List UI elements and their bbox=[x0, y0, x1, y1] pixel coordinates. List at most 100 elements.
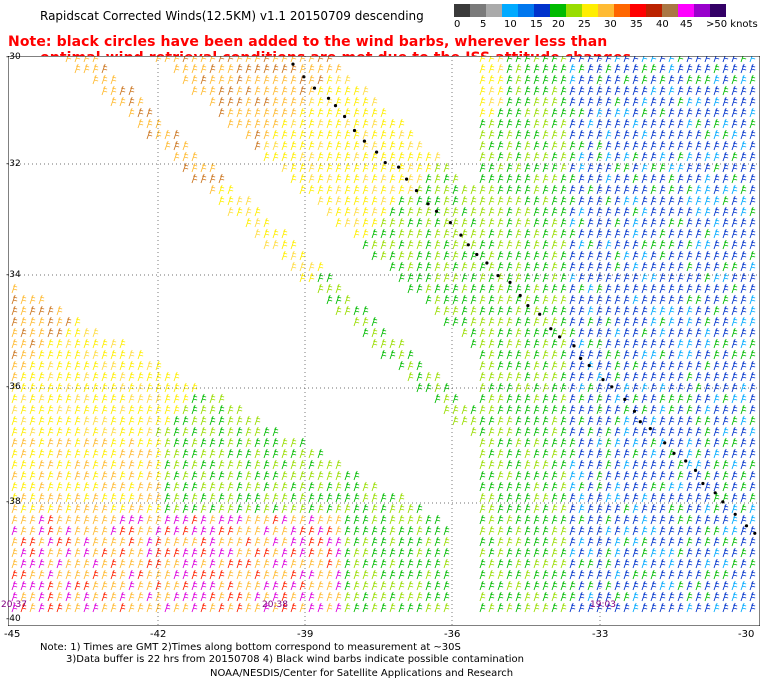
wind-barb bbox=[335, 459, 342, 470]
wind-barb bbox=[533, 580, 540, 591]
wind-barb bbox=[533, 56, 540, 63]
wind-barb bbox=[695, 85, 702, 96]
wind-barb bbox=[524, 371, 531, 382]
wind-barb bbox=[245, 195, 252, 206]
wind-barb bbox=[704, 481, 711, 492]
wind-barb bbox=[326, 74, 333, 85]
wind-barb bbox=[524, 525, 531, 536]
wind-barb bbox=[443, 382, 450, 393]
wind-barb bbox=[497, 404, 504, 415]
wind-barb bbox=[713, 239, 720, 250]
wind-barb bbox=[605, 195, 612, 206]
wind-barb bbox=[137, 393, 144, 404]
wind-barb bbox=[623, 338, 630, 349]
wind-barb bbox=[380, 184, 387, 195]
wind-barb bbox=[470, 426, 477, 437]
wind-barb bbox=[704, 107, 711, 118]
wind-barb bbox=[65, 426, 72, 437]
wind-barb bbox=[506, 85, 513, 96]
wind-barb bbox=[551, 591, 558, 602]
wind-barb bbox=[263, 525, 270, 536]
wind-barb bbox=[227, 525, 234, 536]
wind-barb bbox=[290, 580, 297, 591]
wind-barb bbox=[326, 525, 333, 536]
wind-barb bbox=[533, 272, 540, 283]
wind-barb bbox=[128, 470, 135, 481]
wind-barb bbox=[137, 569, 144, 580]
wind-barb bbox=[20, 393, 27, 404]
wind-barb bbox=[407, 591, 414, 602]
wind-barb bbox=[56, 536, 63, 547]
wind-barb bbox=[173, 151, 180, 162]
wind-barb bbox=[434, 547, 441, 558]
wind-barb bbox=[65, 404, 72, 415]
wind-barb bbox=[371, 162, 378, 173]
wind-barb bbox=[596, 591, 603, 602]
wind-barb bbox=[92, 360, 99, 371]
wind-barb bbox=[335, 184, 342, 195]
wind-barb bbox=[623, 162, 630, 173]
wind-barb bbox=[272, 107, 279, 118]
wind-barb bbox=[740, 206, 747, 217]
wind-barb bbox=[731, 140, 738, 151]
wind-barb bbox=[65, 470, 72, 481]
wind-barb bbox=[281, 536, 288, 547]
wind-barb bbox=[380, 107, 387, 118]
wind-barb bbox=[488, 206, 495, 217]
wind-barb bbox=[164, 459, 171, 470]
wind-barb bbox=[353, 217, 360, 228]
wind-barb bbox=[632, 184, 639, 195]
wind-barb bbox=[641, 327, 648, 338]
wind-barb bbox=[173, 481, 180, 492]
wind-barb bbox=[209, 74, 216, 85]
wind-barb bbox=[164, 514, 171, 525]
wind-barb bbox=[308, 448, 315, 459]
wind-barb bbox=[605, 437, 612, 448]
wind-barb bbox=[272, 96, 279, 107]
wind-barb bbox=[128, 558, 135, 569]
wind-barb bbox=[443, 602, 450, 613]
wind-barb bbox=[677, 228, 684, 239]
wind-barb bbox=[587, 525, 594, 536]
wind-barb bbox=[281, 580, 288, 591]
wind-barb bbox=[614, 261, 621, 272]
wind-barb bbox=[92, 338, 99, 349]
wind-barb bbox=[623, 272, 630, 283]
wind-barb bbox=[137, 481, 144, 492]
wind-barb bbox=[713, 514, 720, 525]
wind-barb bbox=[326, 85, 333, 96]
wind-barb bbox=[353, 107, 360, 118]
wind-barb bbox=[677, 129, 684, 140]
wind-barb bbox=[578, 129, 585, 140]
wind-barb bbox=[524, 415, 531, 426]
wind-barb bbox=[164, 437, 171, 448]
wind-barb bbox=[362, 536, 369, 547]
wind-barb bbox=[119, 525, 126, 536]
wind-barb bbox=[317, 162, 324, 173]
wind-barb bbox=[623, 470, 630, 481]
wind-barb bbox=[695, 118, 702, 129]
wind-barb bbox=[362, 305, 369, 316]
wind-barb bbox=[272, 85, 279, 96]
wind-barb bbox=[380, 492, 387, 503]
wind-barb bbox=[281, 437, 288, 448]
wind-barb bbox=[425, 239, 432, 250]
wind-barb bbox=[20, 558, 27, 569]
wind-barb bbox=[443, 294, 450, 305]
wind-barb bbox=[353, 536, 360, 547]
wind-barb bbox=[533, 525, 540, 536]
wind-barb bbox=[326, 492, 333, 503]
wind-barb bbox=[308, 536, 315, 547]
wind-barb bbox=[299, 580, 306, 591]
wind-barb bbox=[740, 184, 747, 195]
wind-barb bbox=[668, 74, 675, 85]
wind-barb bbox=[605, 349, 612, 360]
wind-barb bbox=[587, 558, 594, 569]
wind-barb bbox=[398, 250, 405, 261]
wind-barb bbox=[542, 162, 549, 173]
wind-barb bbox=[686, 184, 693, 195]
wind-barb bbox=[20, 569, 27, 580]
wind-barb bbox=[650, 404, 657, 415]
x-tick-label: -39 bbox=[297, 629, 314, 640]
wind-barb bbox=[740, 250, 747, 261]
